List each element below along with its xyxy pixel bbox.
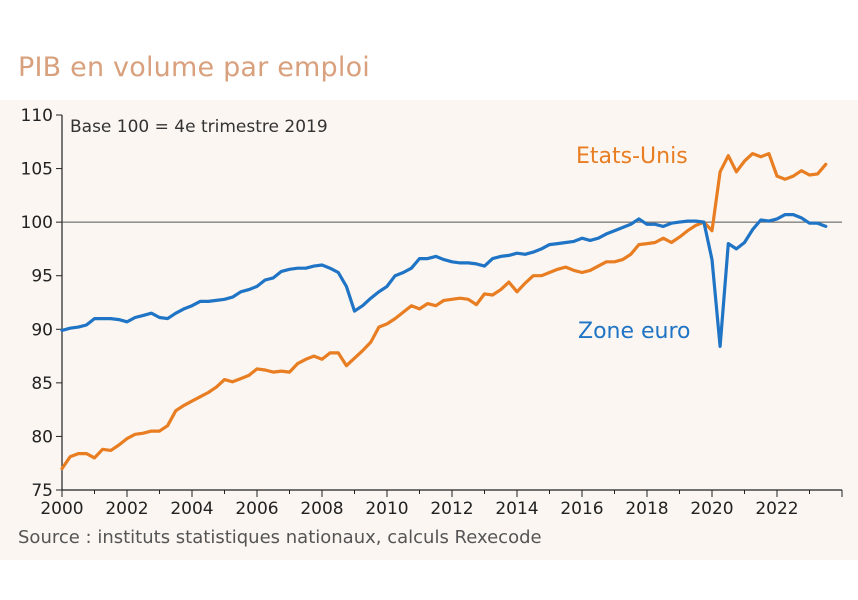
x-tick-label: 2008 [300,499,343,519]
y-tick-label: 100 [21,213,53,233]
chart-title: PIB en volume par emploi [18,52,371,83]
series-line-etats-unis [60,152,828,471]
y-tick-label: 80 [31,427,53,447]
x-tick-label: 2020 [690,499,733,519]
x-axis-ticks: 2000 2002 2004 2006 2008 2010 2012 2014 2016 2018… [40,490,843,519]
chart-panel [0,100,858,560]
chart-source: Source : instituts statistiques nationau… [18,527,542,548]
x-tick-label: 2002 [105,499,148,519]
y-tick-label: 75 [31,481,53,501]
x-tick-label: 2012 [430,499,473,519]
y-tick-label: 95 [31,267,53,287]
y-tick-label: 90 [31,320,53,340]
x-tick-label: 2004 [170,499,213,519]
series-line-zone-euro [60,213,828,348]
x-tick-label: 2010 [365,499,408,519]
x-tick-label: 2016 [560,499,603,519]
x-tick-label: 2006 [235,499,278,519]
y-tick-label: 110 [21,106,53,126]
y-axis-ticks: 75 80 85 90 95 100 105 110 [21,106,62,501]
series-label-zone-euro: Zone euro [578,319,691,344]
y-tick-label: 105 [21,160,53,180]
series-group [60,152,828,471]
x-tick-label: 2000 [40,499,83,519]
chart-subtitle: Base 100 = 4e trimestre 2019 [70,117,328,137]
x-tick-label: 2022 [755,499,798,519]
x-tick-label: 2018 [625,499,668,519]
series-label-etats-unis: Etats-Unis [576,144,688,169]
x-tick-label: 2014 [495,499,538,519]
y-tick-label: 85 [31,374,53,394]
